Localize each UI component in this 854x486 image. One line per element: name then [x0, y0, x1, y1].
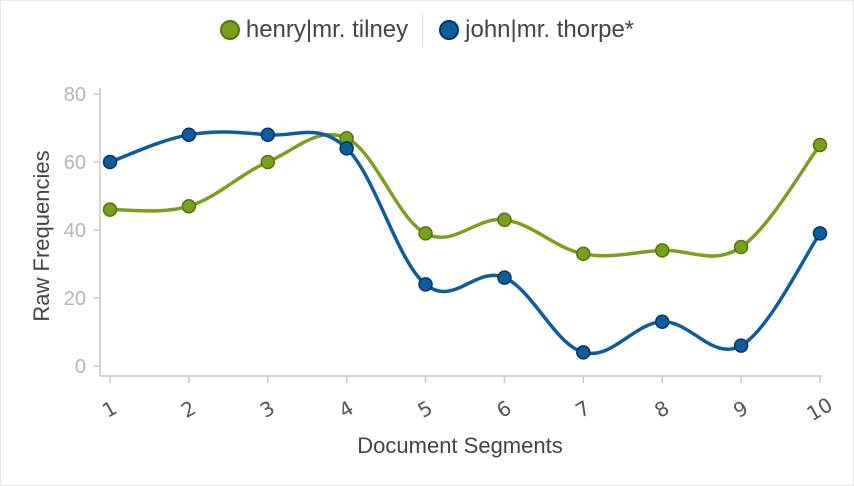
data-point[interactable]: [260, 154, 276, 170]
data-point[interactable]: [181, 127, 197, 143]
data-point[interactable]: [339, 141, 354, 156]
data-point[interactable]: [812, 226, 828, 241]
x-tick-label: 7: [571, 396, 594, 423]
x-tick-label: 10: [802, 392, 836, 426]
data-point[interactable]: [181, 198, 197, 214]
legend-swatch-henry: [219, 20, 240, 40]
data-point[interactable]: [497, 212, 512, 228]
series-line-1: [108, 130, 822, 356]
data-point[interactable]: [102, 202, 118, 217]
y-tick-label: 20: [64, 288, 86, 310]
data-point[interactable]: [812, 137, 828, 153]
y-tick-label: 80: [64, 84, 86, 106]
data-point[interactable]: [576, 345, 591, 360]
legend-label-john: john|mr. thorpe*: [465, 16, 635, 43]
x-tick-label: 9: [729, 396, 752, 423]
legend-item-henry[interactable]: henry|mr. tilney: [219, 16, 409, 44]
chart-legend: henry|mr. tilney john|mr. thorpe*: [0, 10, 854, 50]
data-point[interactable]: [654, 243, 670, 258]
x-tick-label: 5: [414, 396, 437, 423]
series-line-0: [108, 132, 822, 258]
data-point[interactable]: [733, 239, 749, 255]
data-point[interactable]: [497, 270, 512, 285]
legend-item-john[interactable]: john|mr. thorpe*: [439, 16, 634, 44]
legend-swatch-john: [439, 20, 460, 40]
x-tick-label: 6: [492, 396, 515, 423]
x-tick-label: 3: [256, 396, 279, 423]
legend-divider: [422, 13, 424, 47]
legend-label-henry: henry|mr. tilney: [245, 16, 409, 43]
data-point[interactable]: [576, 246, 591, 262]
data-point[interactable]: [418, 277, 433, 292]
data-point[interactable]: [102, 154, 118, 170]
data-point[interactable]: [654, 314, 670, 330]
y-axis-label: Raw Frequencies: [29, 150, 54, 321]
x-tick-label: 1: [98, 396, 121, 423]
x-axis-label: Document Segments: [357, 433, 562, 458]
x-tick-label: 2: [177, 396, 200, 423]
data-point[interactable]: [733, 338, 749, 353]
chart-data-points: [102, 127, 828, 360]
y-tick-label: 0: [75, 356, 86, 378]
chart-series-lines: [108, 130, 822, 356]
y-tick-label: 40: [64, 220, 86, 242]
data-point[interactable]: [418, 226, 433, 241]
x-tick-label: 4: [335, 396, 358, 423]
data-point[interactable]: [260, 127, 276, 143]
x-tick-label: 8: [650, 396, 673, 423]
y-tick-label: 60: [64, 152, 86, 174]
